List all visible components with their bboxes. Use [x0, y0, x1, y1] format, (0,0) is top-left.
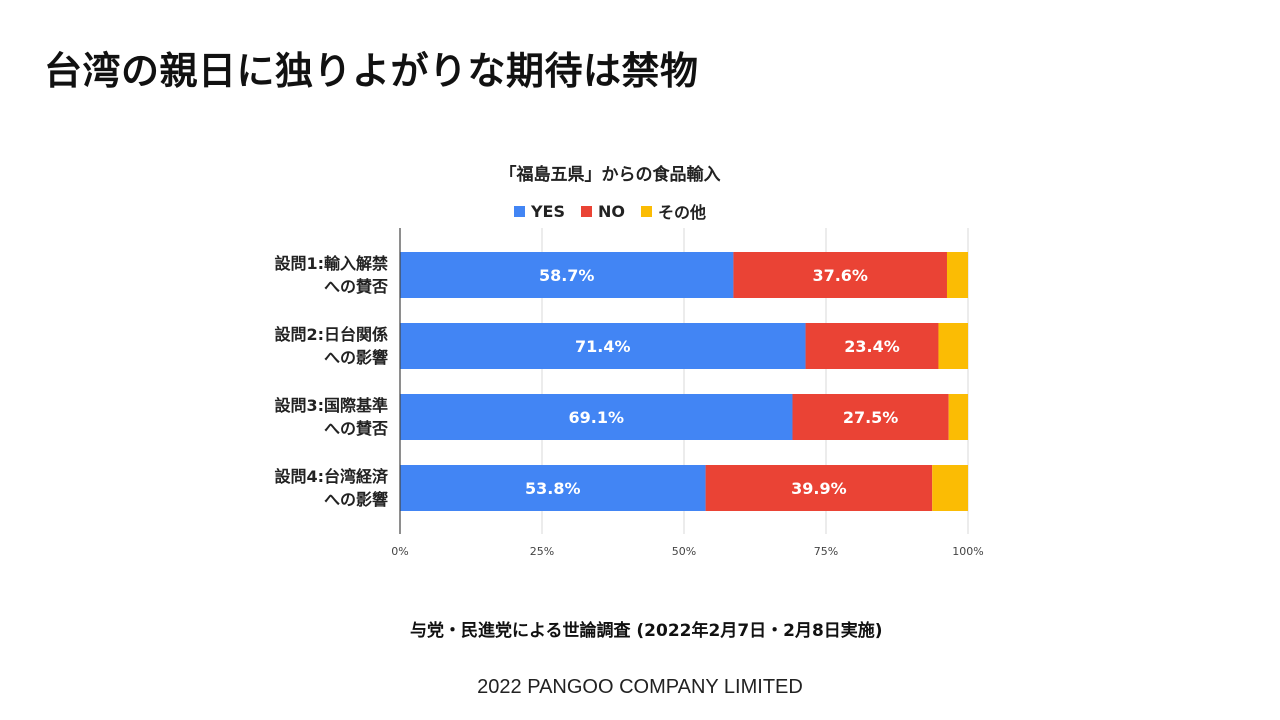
category-label-2-line-2: への影響 [324, 348, 388, 367]
x-tick-label-100: 100% [952, 545, 983, 558]
legend-item-other: その他 [641, 199, 706, 223]
category-label-3-line-2: への賛否 [324, 419, 388, 438]
legend-label-other: その他 [658, 203, 707, 222]
x-tick-label-50: 50% [672, 545, 696, 558]
category-label-4-line-2: への影響 [324, 490, 388, 509]
legend-swatch-yes [513, 205, 525, 217]
legend-label-yes: YES [530, 201, 566, 221]
data-label-no-4: 39.9% [791, 479, 847, 498]
bar-yes-3 [400, 394, 793, 440]
chart-title: 「福島五県」からの食品輸入 [499, 165, 721, 185]
data-label-no-1: 37.6% [812, 266, 868, 285]
bar-no-2 [805, 323, 939, 369]
category-label-3-line-1: 設問3:国際基準 [274, 396, 388, 415]
data-label-yes-3: 69.1% [568, 408, 624, 427]
legend-item-no: NO [581, 199, 625, 223]
chart-legend: YES NO その他 [400, 199, 820, 223]
data-label-yes-4: 53.8% [525, 479, 581, 498]
bar-no-3 [792, 394, 949, 440]
slide-title: 台湾の親日に独りよがりな期待は禁物 [44, 49, 699, 93]
bar-no-4 [705, 465, 933, 511]
bar-other-2 [938, 323, 968, 369]
bar-yes-1 [400, 252, 734, 298]
x-tick-label-25: 25% [530, 545, 554, 558]
data-label-no-3: 27.5% [843, 408, 899, 427]
legend-swatch-other [641, 205, 653, 217]
category-label-1-line-1: 設問1:輸入解禁 [274, 254, 388, 273]
category-label-2-line-1: 設問2:日台関係 [274, 325, 388, 344]
category-label-1-line-2: への賛否 [324, 277, 388, 296]
bar-other-4 [932, 465, 968, 511]
data-label-yes-2: 71.4% [575, 337, 631, 356]
x-tick-label-75: 75% [814, 545, 838, 558]
source-note: 与党・民進党による世論調査 (2022年2月7日・2月8日実施) [410, 621, 883, 641]
data-label-yes-1: 58.7% [539, 266, 595, 285]
footer-copyright: 2022 PANGOO COMPANY LIMITED [477, 676, 803, 698]
data-label-no-2: 23.4% [844, 337, 900, 356]
legend-item-yes: YES [513, 199, 566, 223]
bar-no-1 [733, 252, 947, 298]
bar-yes-2 [400, 323, 806, 369]
bar-other-1 [946, 252, 968, 298]
bar-yes-4 [400, 465, 706, 511]
category-label-4-line-1: 設問4:台湾経済 [274, 467, 389, 486]
legend-label-no: NO [598, 201, 626, 221]
x-tick-label-0: 0% [391, 545, 408, 558]
legend-swatch-no [581, 205, 593, 217]
bar-other-3 [948, 394, 968, 440]
